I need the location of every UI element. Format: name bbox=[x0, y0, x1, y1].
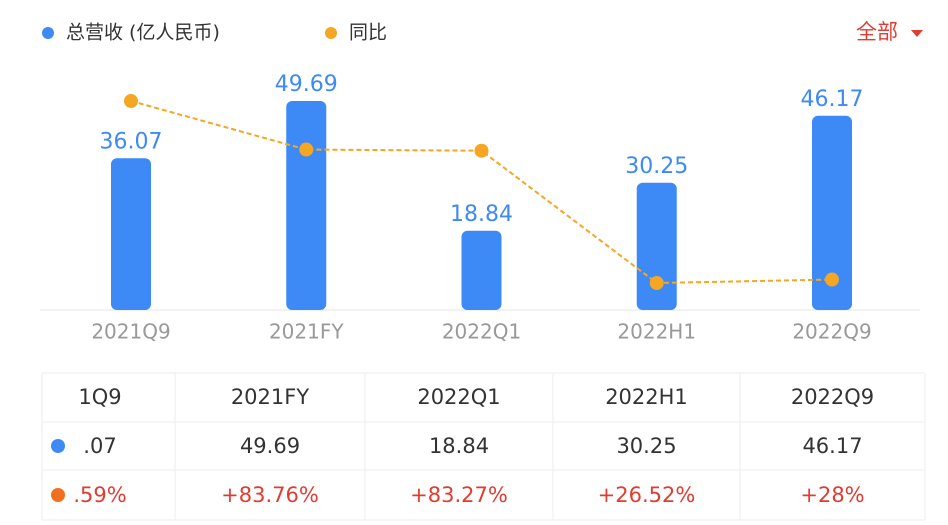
legend-label: 总营收 (亿人民币) bbox=[66, 22, 220, 44]
table-header: 2021FY bbox=[231, 385, 310, 409]
data-label: 36.07 bbox=[100, 129, 163, 154]
data-label: 30.25 bbox=[625, 154, 688, 179]
bar bbox=[636, 182, 677, 310]
bar bbox=[111, 158, 151, 310]
table-header: 2022Q1 bbox=[417, 385, 500, 409]
table-header: 2022Q9 bbox=[791, 385, 874, 409]
row-dot bbox=[51, 488, 65, 502]
legend-label: 同比 bbox=[349, 22, 387, 44]
table-cell: +83.27% bbox=[410, 483, 508, 507]
line-point bbox=[474, 143, 489, 158]
x-tick-label: 2022H1 bbox=[617, 320, 696, 344]
x-tick-label: 2022Q1 bbox=[442, 320, 521, 344]
table-cell: 18.84 bbox=[429, 434, 489, 458]
dropdown-arrow[interactable] bbox=[911, 30, 923, 37]
table-cell: 46.17 bbox=[802, 434, 862, 458]
table-cell: +83.76% bbox=[221, 483, 319, 507]
table-header: 1Q9 bbox=[78, 385, 121, 409]
bar bbox=[461, 230, 502, 310]
x-tick-label: 2021FY bbox=[269, 320, 344, 344]
filter-dropdown[interactable]: 全部 bbox=[856, 20, 898, 44]
table-cell: 49.69 bbox=[240, 434, 300, 458]
table-cell: 30.25 bbox=[616, 434, 676, 458]
table-cell: +26.52% bbox=[598, 483, 696, 507]
line-point bbox=[124, 94, 138, 108]
line-point bbox=[825, 272, 839, 287]
bar bbox=[812, 115, 852, 311]
line-point bbox=[299, 142, 314, 157]
x-tick-label: 2021Q9 bbox=[91, 320, 170, 344]
x-tick-label: 2022Q9 bbox=[792, 320, 871, 344]
bar bbox=[286, 101, 327, 310]
data-label: 46.17 bbox=[801, 87, 864, 112]
table-cell: .59% bbox=[73, 483, 126, 507]
legend-dot bbox=[42, 27, 54, 39]
line bbox=[130, 100, 833, 285]
table-header: 2022H1 bbox=[605, 385, 688, 409]
table-cell: +28% bbox=[800, 483, 864, 507]
legend-dot bbox=[325, 27, 337, 39]
line-point bbox=[649, 276, 664, 290]
table-cell: .07 bbox=[83, 434, 116, 458]
data-label: 49.69 bbox=[275, 72, 338, 97]
row-dot bbox=[51, 439, 65, 453]
data-label: 18.84 bbox=[450, 202, 513, 227]
